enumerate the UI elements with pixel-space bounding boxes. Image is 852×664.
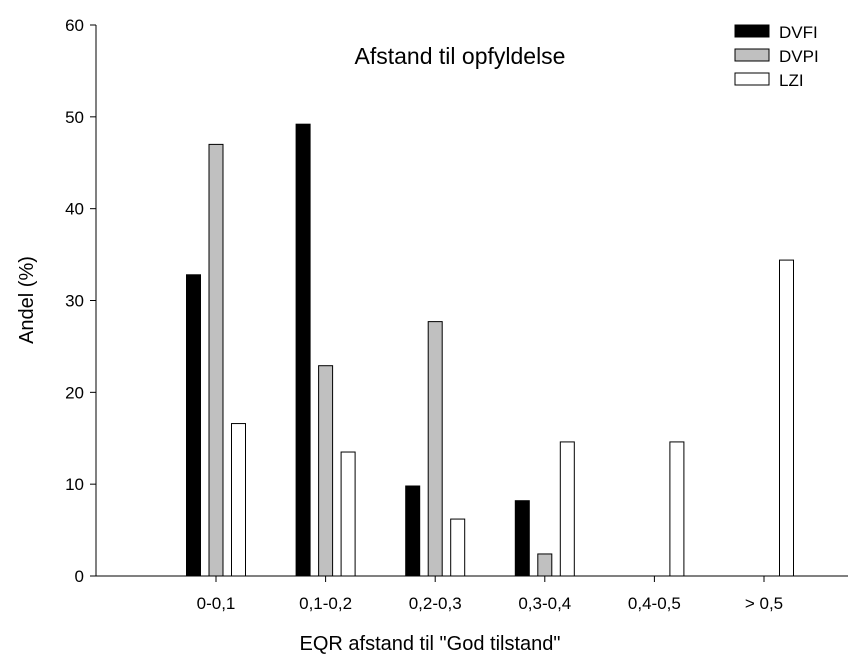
y-axis-ticks: 0 10 20 30 40 50 60 [65, 16, 96, 586]
bar-dvpi-0 [208, 143, 224, 577]
y-tick-label: 40 [65, 200, 84, 219]
y-axis-label: Andel (%) [16, 256, 38, 344]
chart-title: Afstand til opfyldelse [355, 43, 566, 69]
x-tick-label: 0-0,1 [197, 594, 236, 613]
legend-swatch-dvpi [734, 48, 770, 62]
legend-swatch-dvfi [734, 24, 770, 38]
legend-label-dvfi: DVFI [779, 23, 818, 42]
y-tick-label: 0 [75, 567, 84, 586]
y-tick-label: 60 [65, 16, 84, 35]
bar-dvpi-2 [427, 321, 443, 577]
bar-dvfi-0 [186, 274, 201, 577]
x-tick-label: > 0,5 [745, 594, 783, 613]
plot-area [186, 123, 794, 577]
bar-dvfi-2 [405, 485, 421, 577]
x-axis-label: EQR afstand til "God tilstand" [300, 633, 561, 655]
bar-lzi-0 [231, 423, 246, 577]
bar-dvpi-3 [537, 553, 553, 577]
bar-lzi-3 [559, 441, 575, 577]
y-tick-label: 30 [65, 292, 84, 311]
x-axis-ticks: 0-0,1 0,1-0,2 0,2-0,3 0,3-0,4 0,4-0,5 > 0,5 [197, 576, 783, 613]
x-tick-label: 0,3-0,4 [518, 594, 571, 613]
legend-label-lzi: LZI [779, 71, 804, 90]
x-tick-label: 0,4-0,5 [628, 594, 681, 613]
bar-dvpi-1 [318, 365, 334, 577]
legend: DVFI DVPI LZI [734, 23, 819, 90]
bar-lzi-2 [450, 518, 466, 577]
bar-dvfi-3 [514, 500, 530, 577]
bar-dvfi-1 [295, 123, 311, 577]
bar-lzi-1 [340, 451, 356, 577]
bar-lzi-4 [669, 441, 685, 577]
y-tick-label: 10 [65, 475, 84, 494]
legend-swatch-lzi [734, 72, 770, 86]
y-tick-label: 50 [65, 108, 84, 127]
bar-lzi-5 [779, 259, 794, 577]
legend-label-dvpi: DVPI [779, 47, 819, 66]
x-tick-label: 0,2-0,3 [409, 594, 462, 613]
x-tick-label: 0,1-0,2 [299, 594, 352, 613]
y-tick-label: 20 [65, 383, 84, 402]
